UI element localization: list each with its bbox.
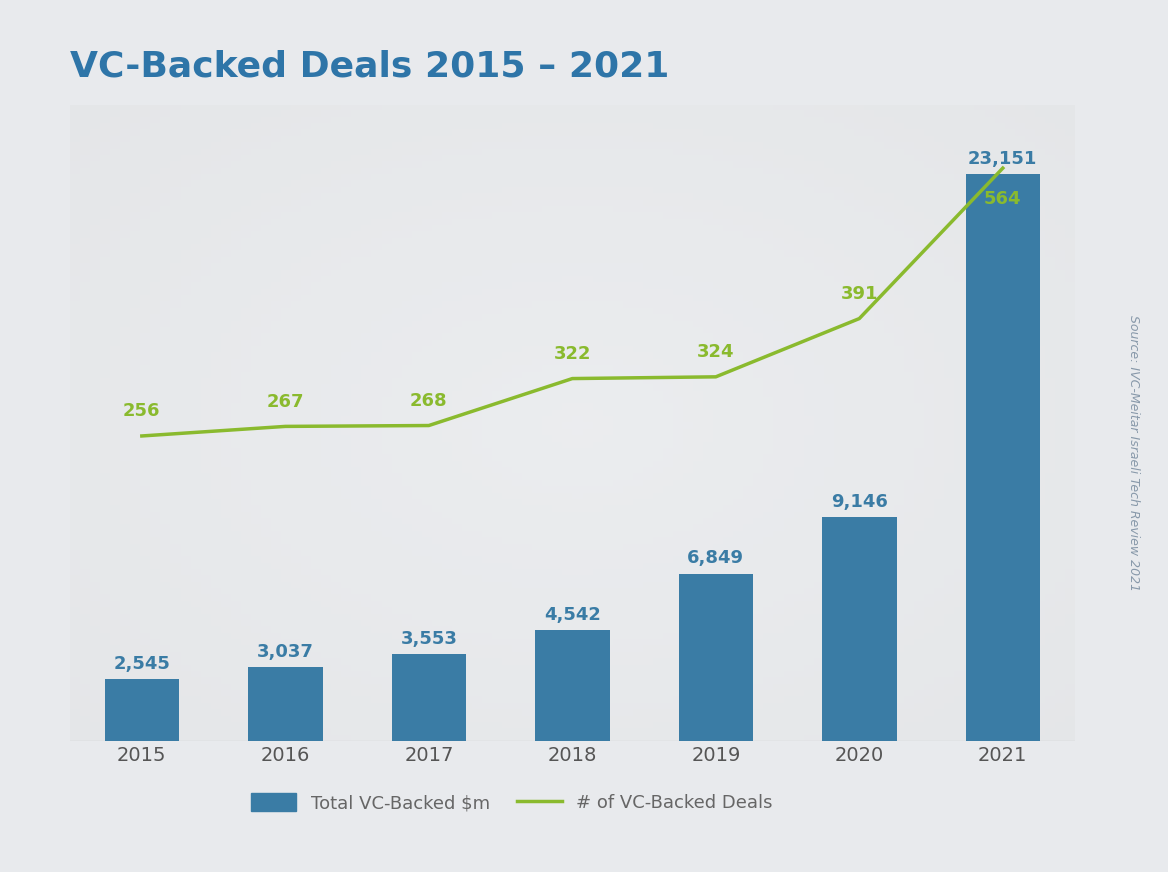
Text: 3,037: 3,037 xyxy=(257,643,314,661)
Bar xyxy=(966,174,1041,741)
Bar xyxy=(104,679,179,741)
Text: Source: IVC-Meitar Israeli Tech Review 2021: Source: IVC-Meitar Israeli Tech Review 2… xyxy=(1127,316,1140,591)
Text: 391: 391 xyxy=(841,285,878,303)
Bar xyxy=(248,667,322,741)
Bar xyxy=(679,574,753,741)
Text: 2,545: 2,545 xyxy=(113,655,171,673)
Text: 3,553: 3,553 xyxy=(401,630,457,648)
Bar xyxy=(391,654,466,741)
Text: 6,849: 6,849 xyxy=(687,549,744,568)
Text: 324: 324 xyxy=(697,344,735,361)
Text: 23,151: 23,151 xyxy=(968,150,1037,168)
Text: VC-Backed Deals 2015 – 2021: VC-Backed Deals 2015 – 2021 xyxy=(70,50,669,84)
Text: 268: 268 xyxy=(410,392,447,410)
Text: 267: 267 xyxy=(266,392,304,411)
Bar xyxy=(822,517,897,741)
Bar xyxy=(535,630,610,741)
Text: 256: 256 xyxy=(123,402,160,420)
Text: 564: 564 xyxy=(985,190,1022,208)
Text: 4,542: 4,542 xyxy=(544,606,600,623)
Text: 9,146: 9,146 xyxy=(830,494,888,511)
Text: 322: 322 xyxy=(554,345,591,363)
Legend: Total VC-Backed $m, # of VC-Backed Deals: Total VC-Backed $m, # of VC-Backed Deals xyxy=(242,784,783,821)
